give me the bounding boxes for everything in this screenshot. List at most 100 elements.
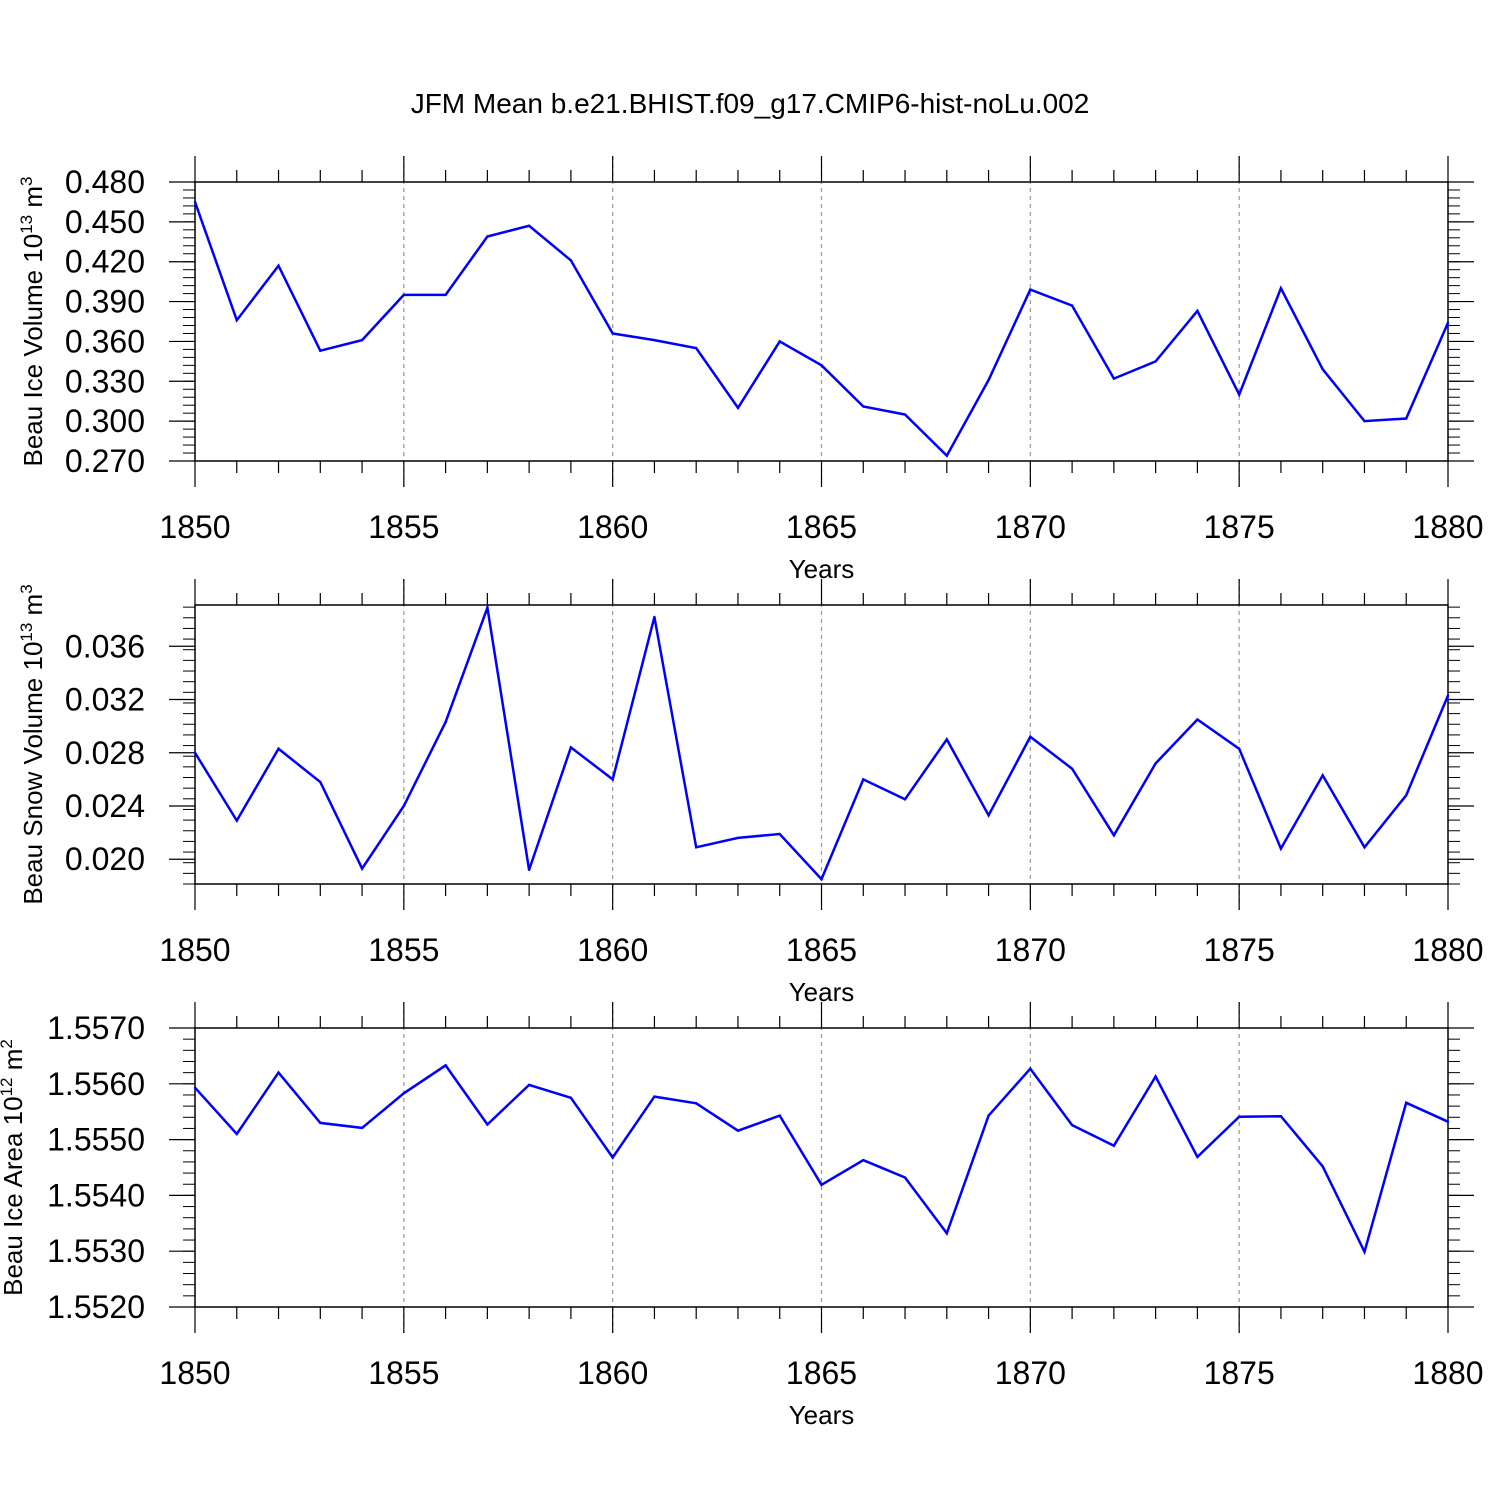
data-point — [1321, 1165, 1324, 1168]
y-tick-label: 0.028 — [65, 735, 145, 771]
x-tick-label: 1870 — [995, 932, 1066, 968]
data-point — [1237, 393, 1241, 396]
x-tick-label: 1865 — [786, 932, 857, 968]
data-point — [402, 1092, 406, 1095]
data-point — [527, 868, 531, 872]
data-point — [987, 814, 990, 817]
data-point — [1029, 1067, 1032, 1070]
x-tick-label: 1870 — [995, 1355, 1066, 1391]
data-point — [1154, 1075, 1157, 1078]
data-point — [1237, 747, 1241, 750]
data-point — [1154, 762, 1157, 765]
data-point — [360, 867, 364, 870]
x-tick-label: 1860 — [577, 1355, 648, 1391]
data-point — [1279, 847, 1283, 850]
y-axis-label: Beau Ice Volume 1013 m3 — [17, 177, 48, 467]
y-tick-label: 1.5540 — [47, 1177, 145, 1213]
data-point — [486, 606, 489, 609]
data-point — [695, 846, 698, 849]
data-point — [1029, 735, 1032, 738]
data-point — [486, 235, 489, 238]
data-point — [1363, 419, 1366, 423]
y-tick-label: 0.420 — [65, 244, 145, 280]
y-tick-label: 0.036 — [65, 628, 145, 664]
data-point — [611, 1156, 614, 1159]
y-axis-label: Beau Ice Area 1012 m2 — [0, 1039, 28, 1296]
data-point — [193, 751, 197, 754]
x-tick-label: 1875 — [1204, 509, 1275, 545]
data-point — [736, 836, 740, 840]
data-point — [486, 1123, 489, 1126]
x-tick-label: 1880 — [1412, 509, 1483, 545]
data-point — [1446, 694, 1450, 697]
y-tick-label: 0.024 — [65, 788, 145, 824]
data-point — [1112, 1144, 1116, 1147]
data-point — [402, 804, 406, 808]
data-point — [527, 1083, 531, 1087]
data-point — [903, 798, 907, 801]
data-point — [862, 405, 865, 408]
data-point — [569, 1096, 573, 1099]
x-tick-label: 1865 — [786, 509, 857, 545]
data-point — [903, 413, 907, 416]
data-point — [945, 738, 948, 741]
data-point — [945, 1232, 948, 1235]
data-point — [1196, 1155, 1199, 1159]
y-tick-label: 1.5560 — [47, 1066, 145, 1102]
data-point — [1237, 1115, 1241, 1118]
data-point — [1196, 309, 1199, 313]
x-tick-label: 1870 — [995, 509, 1066, 545]
y-tick-label: 1.5550 — [47, 1122, 145, 1158]
data-point — [569, 746, 573, 749]
y-tick-label: 0.330 — [65, 363, 145, 399]
data-point — [1405, 417, 1408, 420]
y-tick-label: 0.360 — [65, 323, 145, 359]
data-point — [653, 615, 656, 619]
data-point — [1321, 774, 1324, 777]
data-point — [1196, 718, 1199, 721]
x-tick-label: 1850 — [159, 1355, 230, 1391]
y-tick-label: 1.5520 — [47, 1289, 145, 1325]
data-point — [569, 259, 573, 262]
data-point — [360, 338, 364, 342]
data-point — [903, 1176, 907, 1179]
data-point — [235, 819, 238, 822]
data-point — [695, 346, 698, 350]
data-point — [1446, 321, 1450, 325]
x-tick-label: 1880 — [1412, 932, 1483, 968]
x-tick-label: 1850 — [159, 509, 230, 545]
y-tick-label: 0.450 — [65, 204, 145, 240]
data-point — [319, 1121, 322, 1125]
x-tick-label: 1860 — [577, 509, 648, 545]
data-point — [1446, 1120, 1450, 1123]
y-tick-label: 1.5570 — [47, 1010, 145, 1046]
x-tick-label: 1875 — [1204, 1355, 1275, 1391]
data-point — [945, 454, 948, 457]
x-tick-label: 1860 — [577, 932, 648, 968]
data-point — [1279, 287, 1283, 290]
data-point — [1112, 834, 1116, 837]
data-point — [444, 1064, 447, 1067]
x-tick-label: 1850 — [159, 932, 230, 968]
x-tick-label: 1865 — [786, 1355, 857, 1391]
data-point — [235, 1132, 238, 1136]
figure-title: JFM Mean b.e21.BHIST.f09_g17.CMIP6-hist-… — [410, 88, 1090, 119]
y-tick-label: 0.032 — [65, 682, 145, 718]
data-point — [1112, 377, 1116, 380]
y-tick-label: 0.390 — [65, 284, 145, 320]
data-point — [862, 1159, 865, 1162]
y-axis-label: Beau Snow Volume 1013 m3 — [17, 584, 48, 904]
y-tick-label: 0.270 — [65, 443, 145, 479]
data-point — [653, 338, 656, 342]
data-point — [1405, 1101, 1408, 1104]
x-tick-label: 1855 — [368, 509, 439, 545]
x-tick-label: 1875 — [1204, 932, 1275, 968]
data-point — [277, 747, 280, 750]
y-tick-label: 0.480 — [65, 164, 145, 200]
data-point — [1154, 360, 1157, 363]
data-point — [820, 1183, 823, 1186]
y-tick-label: 1.5530 — [47, 1233, 145, 1269]
x-tick-label: 1855 — [368, 1355, 439, 1391]
data-point — [820, 364, 823, 367]
